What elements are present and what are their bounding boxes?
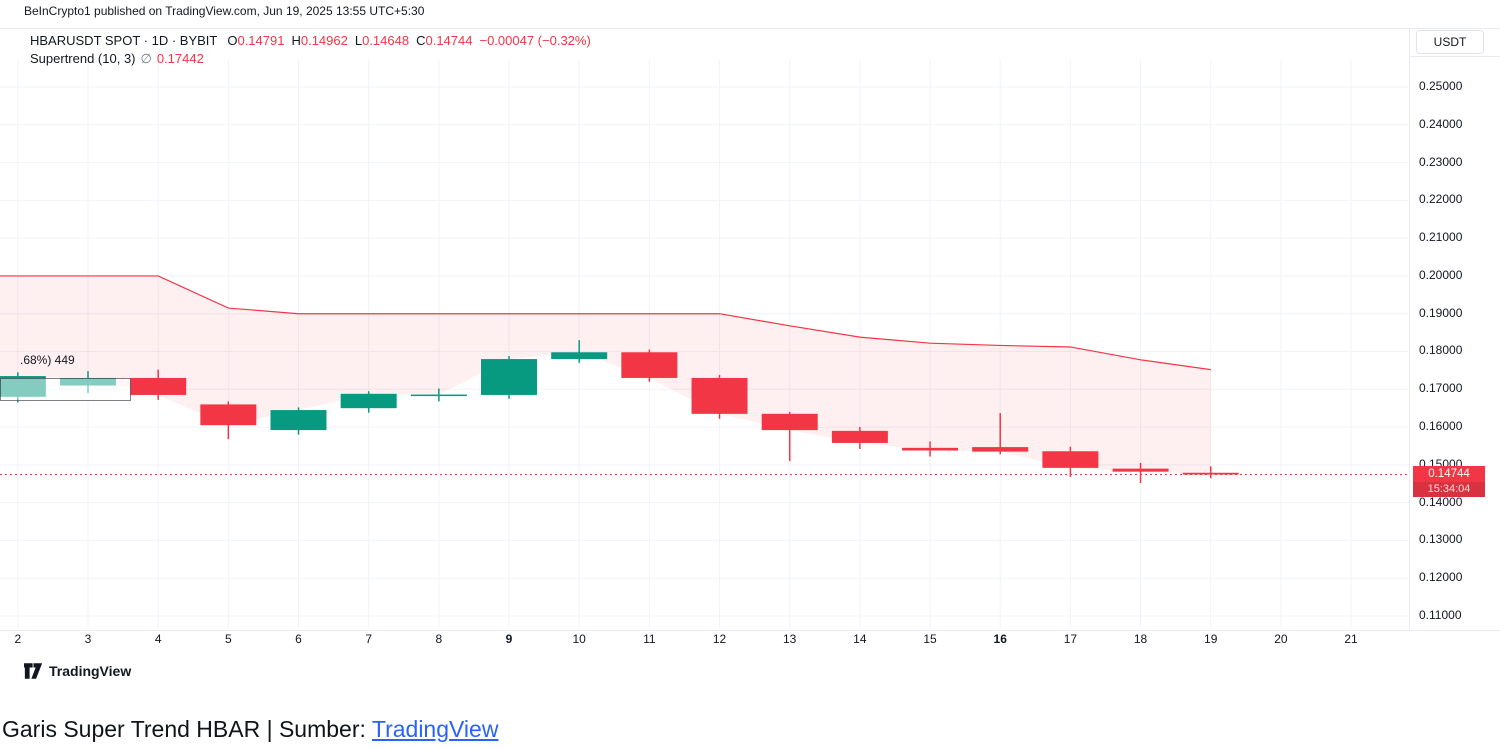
time-tick-label: 14 <box>853 632 867 646</box>
symbol-title[interactable]: HBARUSDT SPOT · 1D · BYBIT <box>30 33 218 48</box>
price-range-label: .68%) 449 <box>20 353 75 367</box>
last-price-value: 0.14744 <box>1413 466 1485 482</box>
price-axis-border <box>1409 28 1410 630</box>
chart-top-border <box>0 28 1500 29</box>
time-tick-label: 17 <box>1063 632 1078 646</box>
time-tick-label: 12 <box>712 632 727 646</box>
time-tick-label: 11 <box>643 632 656 646</box>
open-label: O <box>227 33 238 48</box>
price-axis[interactable]: 0.25000 0.24000 0.23000 0.22000 0.21000 0.200… <box>1419 0 1499 660</box>
time-tick-label: 6 <box>295 632 302 646</box>
currency-toggle-button[interactable]: USDT <box>1416 30 1484 54</box>
price-tick-label: 0.13000 <box>1419 532 1463 547</box>
bar-countdown: 15:34:04 <box>1413 482 1485 497</box>
source-link[interactable]: TradingView <box>371 716 499 742</box>
low-value: 0.14648 <box>362 33 410 48</box>
tradingview-logo-icon <box>24 663 43 679</box>
low-label: L <box>354 33 363 48</box>
change-value: −0.00047 (−0.32%) <box>479 33 591 48</box>
time-tick-label: 19 <box>1204 632 1218 646</box>
price-tick-label: 0.14000 <box>1419 494 1463 509</box>
price-tick-label: 0.11000 <box>1419 607 1462 622</box>
time-tick-label: 5 <box>224 632 232 646</box>
time-tick-label: 3 <box>84 632 92 646</box>
price-tick-label: 0.19000 <box>1419 305 1463 320</box>
time-tick-label: 9 <box>505 632 513 646</box>
high-value: 0.14962 <box>300 33 348 48</box>
attribution-text: BeInCrypto1 published on TradingView.com… <box>24 4 425 18</box>
open-value: 0.14791 <box>237 33 285 48</box>
time-tick-label: 7 <box>365 632 373 646</box>
price-tick-label: 0.24000 <box>1419 116 1463 131</box>
time-axis[interactable]: 2 3 4 5 6 7 8 9 10 11 12 13 14 15 16 17 18 19 20 21 <box>0 632 1409 650</box>
time-tick-label: 20 <box>1274 632 1288 646</box>
price-scale-separator <box>1410 56 1500 57</box>
time-tick-label: 10 <box>572 632 586 646</box>
price-range-drawing[interactable] <box>0 378 131 401</box>
indicator-name[interactable]: Supertrend (10, 3) <box>30 51 136 66</box>
time-tick-label: 13 <box>783 632 797 646</box>
time-tick-label: 4 <box>154 632 162 646</box>
last-price-badge: 0.14744 15:34:04 <box>1413 466 1485 497</box>
price-tick-label: 0.17000 <box>1419 381 1463 396</box>
symbol-legend[interactable]: HBARUSDT SPOT · 1D · BYBIT O0.14791 H0.149… <box>30 33 591 48</box>
caption-text: Garis Super Trend HBAR | Sumber: <box>2 716 372 742</box>
close-value: 0.14744 <box>425 33 473 48</box>
high-label: H <box>291 33 301 48</box>
candlestick-plot[interactable] <box>0 60 1409 632</box>
image-caption: Garis Super Trend HBAR | Sumber: Trading… <box>2 716 498 743</box>
time-tick-label: 21 <box>1344 632 1358 646</box>
price-tick-label: 0.21000 <box>1419 230 1463 245</box>
price-tick-label: 0.18000 <box>1419 343 1463 358</box>
time-tick-label: 16 <box>993 632 1007 646</box>
indicator-value: 0.17442 <box>156 51 204 66</box>
time-tick-label: 2 <box>14 632 22 646</box>
time-tick-label: 15 <box>923 632 937 646</box>
price-tick-label: 0.16000 <box>1419 419 1463 434</box>
tradingview-brand-text: TradingView <box>49 663 132 679</box>
price-tick-label: 0.12000 <box>1419 570 1463 585</box>
price-tick-label: 0.20000 <box>1419 267 1463 282</box>
time-axis-border <box>0 630 1500 631</box>
price-tick-label: 0.22000 <box>1419 192 1463 207</box>
indicator-legend[interactable]: Supertrend (10, 3) ∅ 0.17442 <box>30 51 204 67</box>
time-tick-label: 8 <box>435 632 443 646</box>
price-tick-label: 0.23000 <box>1419 154 1463 169</box>
close-label: C <box>416 33 426 48</box>
indicator-null-icon: ∅ <box>140 51 152 66</box>
price-tick-label: 0.25000 <box>1419 79 1463 93</box>
time-tick-label: 18 <box>1133 632 1148 646</box>
tradingview-branding[interactable]: TradingView <box>24 663 131 679</box>
